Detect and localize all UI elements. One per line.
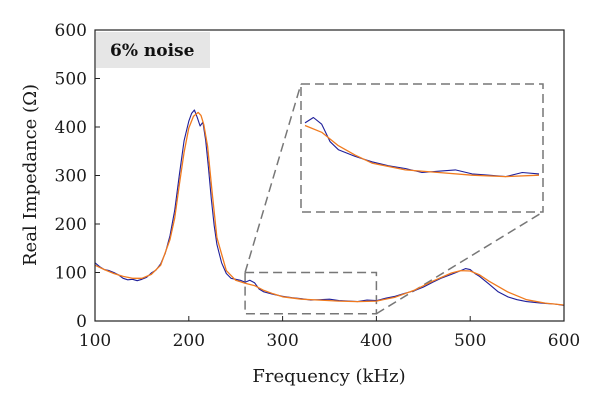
x-axis-label: Frequency (kHz) (252, 366, 405, 387)
x-tick-label: 200 (173, 331, 205, 351)
y-tick-label: 500 (55, 70, 87, 90)
annotation-box (96, 32, 210, 68)
y-tick-label: 100 (55, 264, 87, 284)
y-axis-label: Real Impedance (Ω) (20, 84, 41, 266)
inset-fitted-line (304, 124, 540, 178)
x-tick-label: 400 (360, 331, 392, 351)
x-tick-label: 300 (266, 331, 298, 351)
zoom-inset (244, 83, 544, 315)
fitted-series-line (94, 111, 565, 306)
x-tick-label: 100 (79, 331, 111, 351)
zoom-inset-box (300, 83, 544, 213)
zoom-source-region (244, 271, 378, 315)
inset-series-lines (304, 116, 540, 178)
series-lines (94, 109, 565, 307)
noise-annotation: 6% noise (110, 41, 195, 61)
y-tick-labels: 0 100 200 300 400 500 600 (55, 21, 100, 332)
y-tick-label: 600 (55, 21, 87, 41)
zoom-connector (244, 83, 302, 273)
y-tick-label: 300 (55, 167, 87, 187)
x-tick-labels: 100 200 300 400 500 600 (79, 316, 580, 351)
plot-frame (94, 29, 565, 322)
x-tick-label: 500 (454, 331, 486, 351)
x-tick-label: 600 (548, 331, 580, 351)
y-tick-label: 400 (55, 118, 87, 138)
y-tick-label: 0 (76, 312, 87, 332)
y-tick-label: 200 (55, 215, 87, 235)
zoom-connector (376, 211, 544, 315)
